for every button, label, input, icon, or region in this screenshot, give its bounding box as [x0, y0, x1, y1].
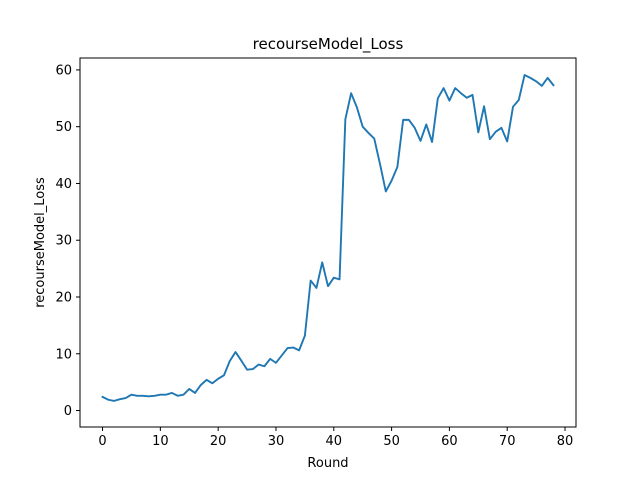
x-tick-label: 40	[326, 434, 343, 449]
plot-frame	[79, 57, 577, 428]
y-tick-label: 10	[55, 347, 72, 362]
series-line	[101, 74, 555, 402]
y-tick-label: 0	[64, 404, 72, 419]
ticks-layer: 0 10 20 30 40 50 60 70 80 0 10 20 30 40 50 60	[55, 63, 573, 449]
y-tick-label: 40	[55, 177, 72, 192]
x-tick-label: 10	[152, 434, 169, 449]
series-layer	[101, 74, 555, 402]
chart-title: recourseModel_Loss	[253, 35, 404, 54]
y-tick-label: 60	[55, 63, 72, 78]
y-tick-label: 30	[55, 234, 72, 249]
x-tick-label: 80	[557, 434, 574, 449]
x-tick-label: 70	[499, 434, 516, 449]
x-tick-label: 50	[383, 434, 400, 449]
y-tick-label: 20	[55, 290, 72, 305]
x-tick-label: 20	[210, 434, 227, 449]
x-tick-label: 0	[98, 434, 106, 449]
x-tick-label: 30	[268, 434, 285, 449]
x-axis-label: Round	[307, 456, 348, 471]
x-tick-label: 60	[441, 434, 458, 449]
y-axis-label: recourseModel_Loss	[33, 177, 48, 308]
y-tick-label: 50	[55, 120, 72, 135]
